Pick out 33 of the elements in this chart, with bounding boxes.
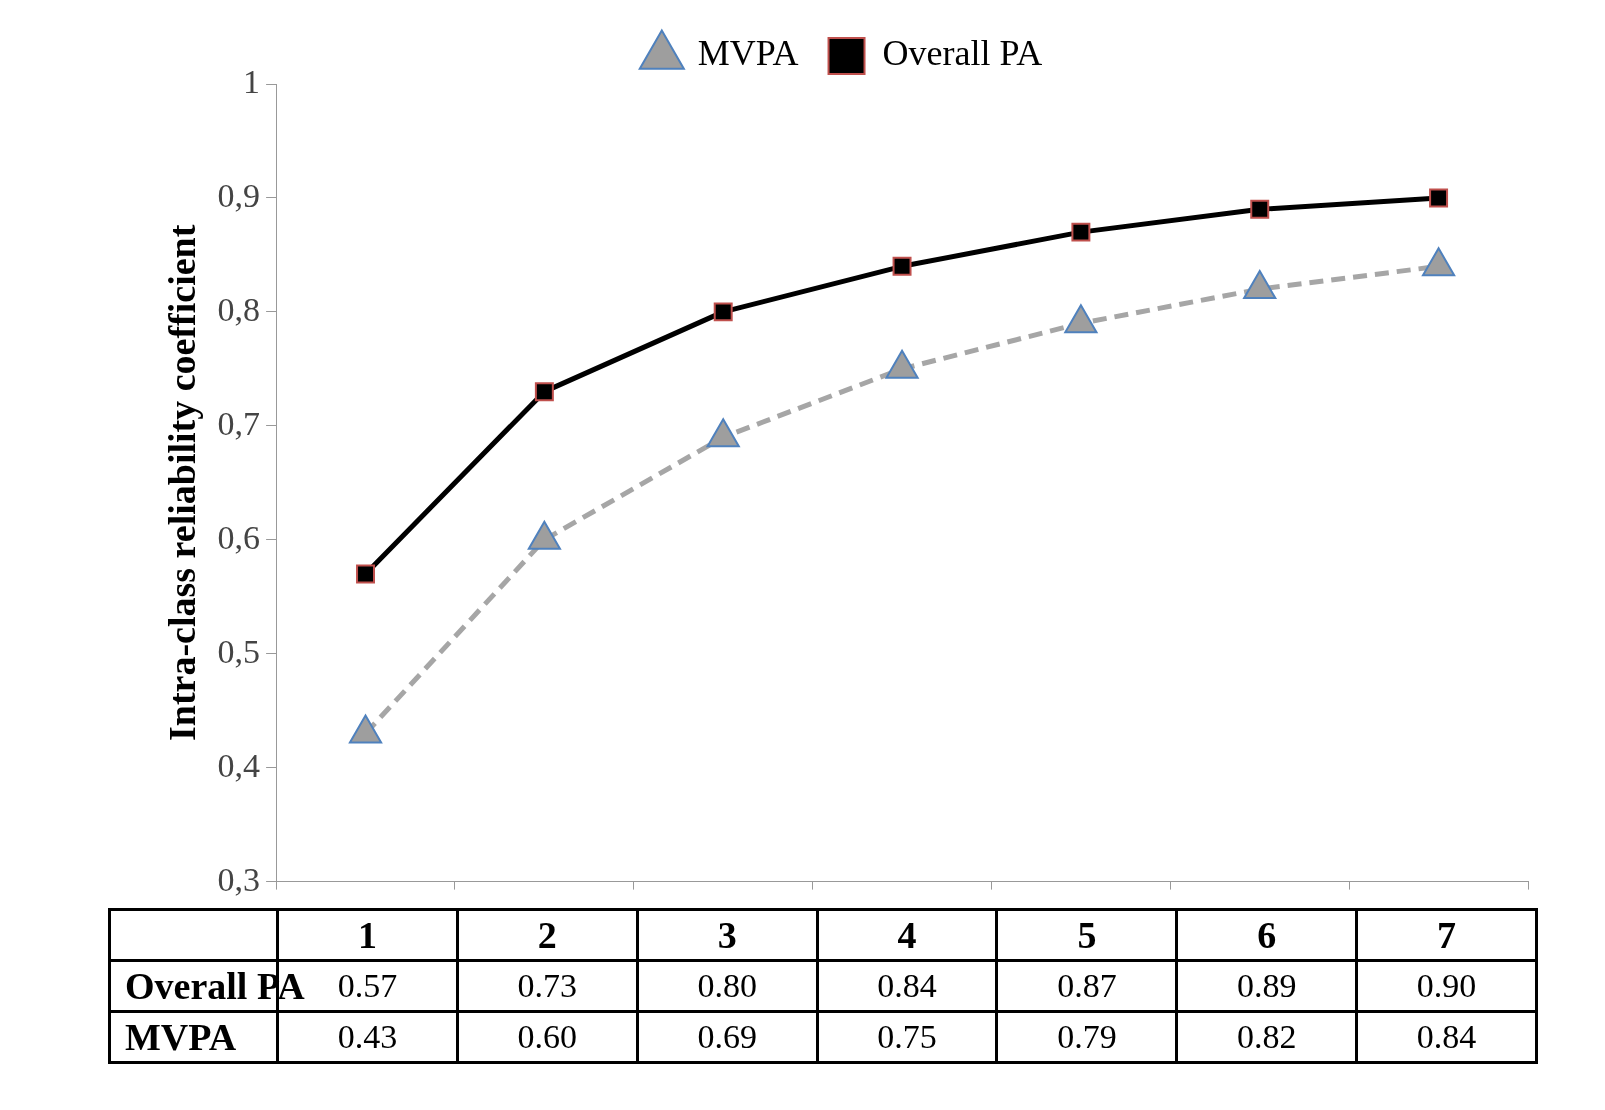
x-tick-label: 1: [277, 909, 458, 961]
y-tick-label: 0,9: [217, 176, 261, 214]
y-tick-label: 0,3: [217, 860, 261, 898]
y-tick-label: 0,8: [217, 290, 261, 328]
data-label: 0.89: [1176, 960, 1357, 1012]
data-label: 0.84: [1356, 1011, 1537, 1063]
data-label: 0.82: [1176, 1011, 1357, 1063]
x-tick-label: 7: [1356, 909, 1537, 961]
data-label: 0.90: [1356, 960, 1537, 1012]
legend-label: Overall PA: [882, 33, 1043, 74]
legend-label: MVPA: [697, 33, 799, 74]
data-label: 0.87: [996, 960, 1177, 1012]
data-label: 0.84: [817, 960, 997, 1012]
text: MVPA: [125, 1016, 237, 1058]
data-label: 0.43: [277, 1011, 458, 1063]
data-label: 0.69: [637, 1011, 818, 1063]
y-tick-label: 0,5: [217, 632, 261, 670]
y-tick-label: 0,6: [217, 518, 261, 556]
data-label: 0.57: [337, 967, 398, 1004]
data-label: 0.73: [457, 960, 638, 1012]
y-tick-label: 0,7: [217, 404, 261, 442]
data-label: 0.80: [637, 960, 818, 1012]
data-label: 0.79: [996, 1011, 1177, 1063]
y-axis-title: Intra-class reliability coefficient: [160, 224, 203, 741]
y-tick-label: 0,4: [217, 746, 261, 784]
x-tick-label: 2: [457, 909, 638, 961]
x-tick-label: 3: [637, 909, 818, 961]
data-label: 0.60: [457, 1011, 638, 1063]
x-tick-label: 6: [1176, 909, 1357, 961]
x-tick-label: 5: [996, 909, 1177, 961]
x-tick-label: 4: [817, 909, 997, 961]
y-tick-label: 1: [243, 62, 261, 100]
data-label: 0.75: [817, 1011, 997, 1063]
